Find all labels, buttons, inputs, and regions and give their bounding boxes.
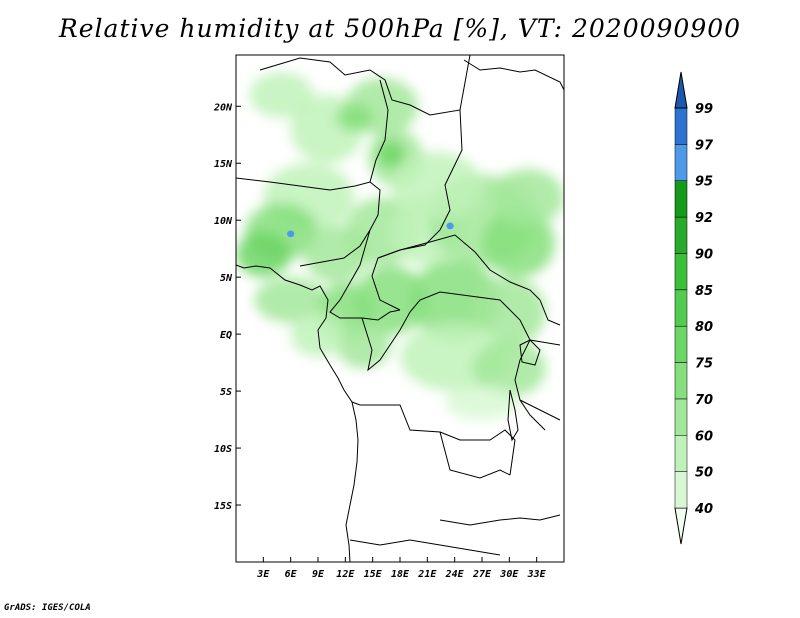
border-niger-chad (369, 79, 389, 183)
lat-tick-label: EQ (220, 330, 232, 341)
colorbar-label: 70 (695, 393, 713, 408)
colorbar-segment (674, 289, 688, 327)
colorbar-segment (674, 325, 688, 363)
humidity-patch (377, 140, 405, 168)
colorbar-segment (674, 398, 688, 436)
border-congo-drc (361, 291, 546, 431)
colorbar-label: 50 (695, 466, 713, 481)
border-sahara-north (259, 55, 471, 116)
colorbar-label: 90 (695, 247, 713, 262)
saturated-spot (446, 222, 454, 230)
colorbar-segment (674, 216, 688, 254)
lat-tick-label: 5S (220, 387, 232, 398)
colorbar-label: 95 (695, 175, 713, 190)
humidity-patch (390, 151, 483, 221)
lon-tick-label: 9E (312, 569, 325, 580)
lon-tick-label: 3E (256, 569, 270, 580)
lon-tick-label: 30E (499, 569, 519, 580)
lon-tick-label: 27E (472, 569, 492, 580)
lon-tick-label: 33E (527, 569, 547, 580)
humidity-patch (445, 385, 519, 420)
lon-tick-label: 24E (445, 569, 465, 580)
lat-tick-label: 10S (214, 444, 232, 455)
colorbar-label: 92 (695, 211, 713, 226)
colorbar-segment (674, 471, 688, 509)
lon-tick-label: 12E (336, 569, 355, 580)
coastlines-and-borders (236, 55, 564, 562)
lake-tanganyika (507, 389, 519, 442)
humidity-patch (472, 277, 546, 346)
colorbar-label: 75 (695, 357, 713, 372)
colorbar-segment (674, 253, 688, 291)
colorbar-low-extension (674, 507, 688, 545)
credit-label: GrADS: IGES/COLA (4, 603, 91, 613)
colorbar-label: 99 (695, 102, 713, 117)
border-east-africa (463, 59, 564, 421)
humidity-patch (336, 103, 373, 132)
coastline-west-africa (236, 264, 359, 562)
border-car (377, 234, 541, 301)
colorbar-segment (674, 180, 688, 218)
humidity-patch (472, 339, 546, 397)
humidity-patch (236, 231, 291, 278)
humidity-patch (249, 72, 314, 118)
humidity-field (236, 72, 564, 420)
colorbar-label: 60 (695, 429, 713, 444)
colorbar-segment (674, 144, 688, 181)
colorbar-segment (674, 107, 688, 145)
lat-tick-label: 15S (214, 501, 232, 512)
humidity-patch (336, 322, 391, 369)
border-chad-sudan (371, 109, 463, 311)
lake-victoria (519, 339, 541, 366)
latitude-axis: 20N 15N 10N 5N EQ 5S 10S 15S (213, 102, 241, 512)
colorbar-segment (674, 435, 688, 472)
colorbar-segment (674, 362, 688, 400)
chart-title: Relative humidity at 500hPa [%], VT: 202… (58, 14, 742, 43)
colorbar-high-extension (674, 71, 688, 109)
lat-tick-label: 10N (214, 216, 233, 227)
lat-tick-label: 20N (213, 102, 233, 113)
border-mali-niger (236, 177, 381, 267)
border-zambia (439, 429, 516, 476)
humidity-patch (354, 265, 428, 335)
colorbar-label: 40 (694, 502, 713, 517)
colorbar-label: 85 (695, 284, 713, 299)
longitude-axis: 3E 6E 9E 12E 15E 18E 21E 24E 27E 30E 33E (256, 557, 547, 580)
lat-tick-label: 15N (214, 159, 233, 170)
lon-tick-label: 6E (285, 569, 298, 580)
lat-tick-label: 5N (220, 273, 233, 284)
lon-tick-label: 15E (364, 569, 383, 580)
border-cameroon (329, 229, 401, 321)
lon-tick-label: 18E (391, 569, 410, 580)
lon-tick-label: 21E (417, 569, 437, 580)
humidity-patch (482, 208, 555, 278)
saturated-spot (287, 230, 295, 238)
colorbar-label: 80 (695, 320, 713, 335)
humidity-patch (491, 168, 564, 226)
colorbar: 40 50 60 70 75 80 85 90 92 95 97 99 (674, 71, 714, 545)
border-south (349, 514, 561, 556)
colorbar-label: 97 (695, 138, 714, 153)
